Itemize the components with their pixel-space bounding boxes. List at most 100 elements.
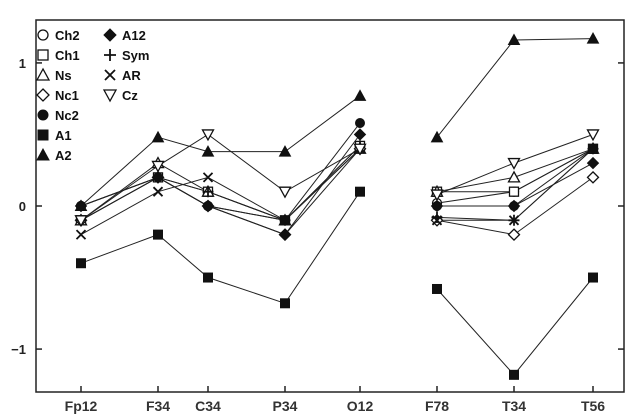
data-point-cz <box>507 157 521 170</box>
data-point-ar <box>152 186 164 197</box>
x-tick-label: T34 <box>502 398 526 414</box>
data-point-cz <box>74 215 88 228</box>
data-point-ar <box>75 229 87 240</box>
data-point-a1 <box>76 258 86 269</box>
legend-label: Ch2 <box>55 28 80 43</box>
legend-marker-a12 <box>103 28 117 42</box>
y-tick-label: 1 <box>19 56 26 71</box>
x-tick-label: Fp12 <box>65 398 98 414</box>
data-point-a12 <box>278 228 292 241</box>
data-point-a1 <box>280 298 290 309</box>
legend-item: Cz <box>102 88 138 103</box>
data-point-a12 <box>201 199 215 213</box>
legend-item: Ns <box>35 67 72 83</box>
legend-marker-nc2 <box>37 109 49 121</box>
data-point-ch1 <box>508 186 520 197</box>
legend-marker-nc1 <box>36 88 50 102</box>
data-point-a2 <box>151 130 165 143</box>
tick-labels: 1 0 −1 Fp12 F34 C34 P34 O12 F78 T34 T56 <box>11 56 605 414</box>
y-tick-label: −1 <box>11 342 26 357</box>
data-point-cz <box>201 129 215 142</box>
legend-item: A1 <box>37 128 72 143</box>
legend-label: A1 <box>55 128 72 143</box>
axes <box>35 19 625 393</box>
legend-label: A12 <box>122 28 146 43</box>
legend-marker-a2 <box>36 147 50 161</box>
data-point-a1 <box>203 272 213 283</box>
series-line-nc1 <box>80 148 361 236</box>
data-point-a12 <box>74 199 88 213</box>
data-point-a1 <box>588 272 598 283</box>
data-point-a12 <box>507 199 521 213</box>
data-point-a2 <box>201 145 215 157</box>
legend-label: Ch1 <box>55 48 80 63</box>
data-point-sym <box>152 171 164 183</box>
legend: Ch2 Ch1 Ns Nc1 Nc2 A1 A2 A12 Sym AR Cz <box>35 28 149 163</box>
data-point-sym <box>202 186 214 198</box>
data-point-a1 <box>509 369 519 380</box>
data-point-a1 <box>153 229 163 240</box>
legend-label: Nc2 <box>55 108 79 123</box>
legend-label: AR <box>122 68 141 83</box>
data-point-nc1 <box>586 170 600 184</box>
x-tick-label: O12 <box>347 398 374 414</box>
legend-marker-ch1 <box>37 49 49 61</box>
legend-item: Ch1 <box>37 48 80 63</box>
data-point-a2 <box>586 32 600 44</box>
legend-marker-sym <box>104 49 116 61</box>
legend-marker-ch2 <box>37 29 49 41</box>
legend-marker-cz <box>102 89 118 103</box>
legend-item: A2 <box>36 147 72 163</box>
x-tick-label: F34 <box>146 398 170 414</box>
data-point-a12 <box>353 128 367 141</box>
x-tick-label: T56 <box>581 398 605 414</box>
data-point-cz <box>586 129 600 142</box>
legend-item: AR <box>104 68 141 83</box>
data-point-a2 <box>507 33 521 46</box>
data-point-a1 <box>355 186 365 197</box>
data-point-a12 <box>430 199 444 213</box>
legend-item: A12 <box>103 28 146 43</box>
legend-label: Ns <box>55 68 72 83</box>
series-line-a1 <box>436 277 594 376</box>
legend-item: Nc2 <box>37 108 79 123</box>
series-markers <box>74 32 600 380</box>
data-point-a12 <box>586 156 600 170</box>
data-point-ar <box>587 143 599 154</box>
series-line-a2 <box>436 38 594 138</box>
legend-marker-ar <box>104 69 116 81</box>
series-line-nc2 <box>80 122 361 221</box>
data-point-ar <box>202 172 214 183</box>
data-point-ar <box>279 215 291 226</box>
data-point-cz <box>278 186 292 199</box>
series-line-sym <box>80 145 361 221</box>
legend-item: Sym <box>104 48 149 63</box>
legend-label: Sym <box>122 48 149 63</box>
data-point-cz <box>151 160 165 173</box>
data-point-a2 <box>353 89 367 101</box>
series-line-ch1 <box>80 145 361 221</box>
data-point-ar <box>508 215 520 226</box>
data-point-nc2 <box>355 118 365 129</box>
data-point-a1 <box>432 283 442 294</box>
legend-label: A2 <box>55 148 72 163</box>
data-point-ns <box>507 170 521 183</box>
series-line-ar <box>80 148 361 236</box>
data-point-ar <box>431 215 443 226</box>
legend-item: Ch2 <box>37 28 80 43</box>
data-point-a2 <box>430 130 444 143</box>
x-tick-label: P34 <box>273 398 298 414</box>
data-point-a2 <box>278 145 292 157</box>
data-point-nc1 <box>507 228 521 242</box>
legend-marker-ns <box>35 67 51 81</box>
data-point-cz <box>353 143 367 156</box>
y-tick-label: 0 <box>19 199 26 214</box>
x-tick-label: F78 <box>425 398 449 414</box>
legend-item: Nc1 <box>36 88 79 103</box>
legend-label: Cz <box>122 88 138 103</box>
legend-label: Nc1 <box>55 88 79 103</box>
x-tick-label: C34 <box>195 398 221 414</box>
data-point-cz <box>430 189 444 202</box>
